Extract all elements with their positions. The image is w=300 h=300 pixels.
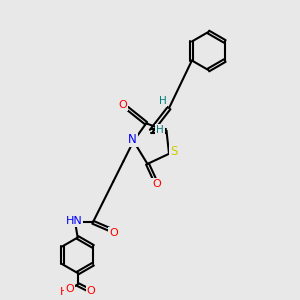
Text: HN: HN: [65, 216, 82, 226]
Text: S: S: [170, 145, 177, 158]
Text: O: O: [86, 286, 95, 296]
Text: N: N: [128, 133, 136, 146]
Text: H: H: [159, 96, 167, 106]
Text: O: O: [152, 179, 161, 189]
Text: H: H: [60, 286, 68, 297]
Text: O: O: [118, 100, 127, 110]
Text: H: H: [156, 125, 164, 135]
Text: O: O: [109, 228, 118, 238]
Text: O: O: [65, 284, 74, 294]
